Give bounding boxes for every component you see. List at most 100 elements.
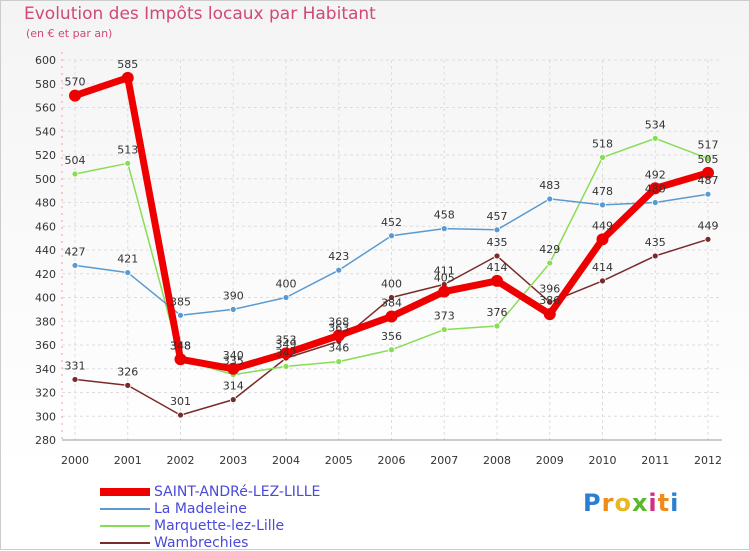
data-point: [121, 71, 134, 84]
data-point: [440, 326, 448, 333]
data-point: [388, 232, 395, 240]
y-tick-label: 320: [35, 387, 56, 400]
data-label: 342: [276, 346, 297, 359]
data-point: [71, 170, 79, 178]
y-tick-label: 440: [35, 244, 56, 257]
data-point: [599, 201, 606, 209]
y-tick-label: 340: [35, 363, 56, 376]
data-point: [704, 155, 712, 162]
data-label: 340: [223, 349, 244, 362]
data-point: [546, 195, 554, 203]
data-point: [332, 329, 345, 342]
data-point: [124, 381, 132, 389]
data-label: 400: [381, 278, 402, 291]
data-point: [227, 362, 240, 375]
logo-letter: x: [631, 489, 649, 517]
data-point: [491, 274, 503, 287]
data-label: 449: [592, 219, 613, 232]
y-tick-label: 380: [35, 315, 56, 328]
data-label: 421: [117, 253, 138, 266]
x-tick-label: 2003: [219, 454, 247, 467]
data-point: [71, 376, 79, 383]
data-point: [177, 311, 184, 319]
x-tick-label: 2009: [536, 454, 564, 467]
legend-label: Marquette-lez-Lille: [154, 518, 285, 534]
data-point: [651, 199, 659, 206]
legend-swatch: [100, 508, 150, 510]
data-label: 480: [645, 183, 666, 196]
data-point: [599, 277, 606, 285]
data-label: 349: [276, 338, 297, 351]
data-label: 396: [539, 282, 560, 295]
data-label: 478: [592, 185, 613, 198]
x-tick-label: 2011: [641, 454, 669, 467]
data-point: [282, 294, 290, 301]
legend-swatch: [100, 525, 150, 527]
legend-item: Wambrechies: [100, 535, 248, 551]
y-tick-label: 520: [35, 149, 56, 162]
legend-swatch: [100, 542, 150, 544]
x-tick-label: 2012: [694, 454, 722, 467]
y-tick-label: 600: [35, 54, 56, 67]
data-label: 458: [434, 209, 455, 222]
data-point: [388, 294, 395, 301]
data-label: 331: [65, 359, 86, 372]
data-point: [704, 190, 712, 198]
y-tick-label: 480: [35, 197, 56, 210]
data-point: [229, 396, 237, 404]
data-label: 585: [117, 58, 138, 71]
data-label: 386: [539, 294, 560, 307]
data-point: [280, 347, 292, 360]
data-label: 457: [487, 210, 508, 223]
data-point: [335, 266, 343, 274]
data-label: 435: [645, 236, 666, 249]
logo-letter: P: [583, 489, 602, 517]
data-label: 326: [117, 365, 138, 378]
legend-label: La Madeleine: [154, 501, 247, 517]
data-label: 363: [328, 321, 349, 334]
logo-letter: t: [657, 489, 671, 517]
data-label: 504: [65, 154, 86, 167]
legend-item: SAINT-ANDRé-LEZ-LILLE: [100, 484, 320, 500]
y-tick-label: 420: [35, 268, 56, 281]
data-point: [546, 259, 554, 267]
data-point: [651, 134, 659, 142]
data-label: 314: [223, 380, 244, 393]
data-label: 411: [434, 264, 455, 277]
data-point: [174, 353, 187, 366]
data-point: [124, 159, 132, 167]
data-point: [388, 346, 395, 354]
data-label: 505: [698, 153, 719, 166]
x-tick-label: 2001: [114, 454, 142, 467]
data-label: 427: [65, 245, 86, 258]
x-tick-label: 2008: [483, 454, 511, 467]
data-label: 518: [592, 137, 613, 150]
logo-letter: i: [648, 489, 658, 517]
y-tick-label: 280: [35, 434, 56, 447]
y-tick-label: 460: [35, 220, 56, 233]
data-point: [704, 235, 712, 243]
data-label: 414: [592, 261, 613, 274]
y-tick-label: 560: [35, 102, 56, 115]
data-label: 483: [539, 179, 560, 192]
data-point: [282, 362, 290, 370]
data-point: [124, 269, 132, 276]
chart-subtitle: (en € et par an): [26, 27, 113, 40]
data-label: 384: [381, 297, 402, 310]
x-tick-label: 2000: [61, 454, 89, 467]
data-label: 400: [276, 278, 297, 291]
data-label: 570: [65, 76, 86, 89]
data-point: [596, 233, 609, 246]
x-tick-label: 2004: [272, 454, 300, 467]
y-tick-label: 360: [35, 339, 56, 352]
data-point: [543, 308, 556, 321]
data-point: [493, 322, 501, 330]
logo-letter: i: [670, 489, 680, 517]
data-label: 487: [698, 174, 719, 187]
legend-item: La Madeleine: [100, 501, 247, 517]
data-label: 301: [170, 395, 191, 408]
data-point: [493, 226, 501, 234]
chart-title: Evolution des Impôts locaux par Habitant: [24, 4, 376, 24]
